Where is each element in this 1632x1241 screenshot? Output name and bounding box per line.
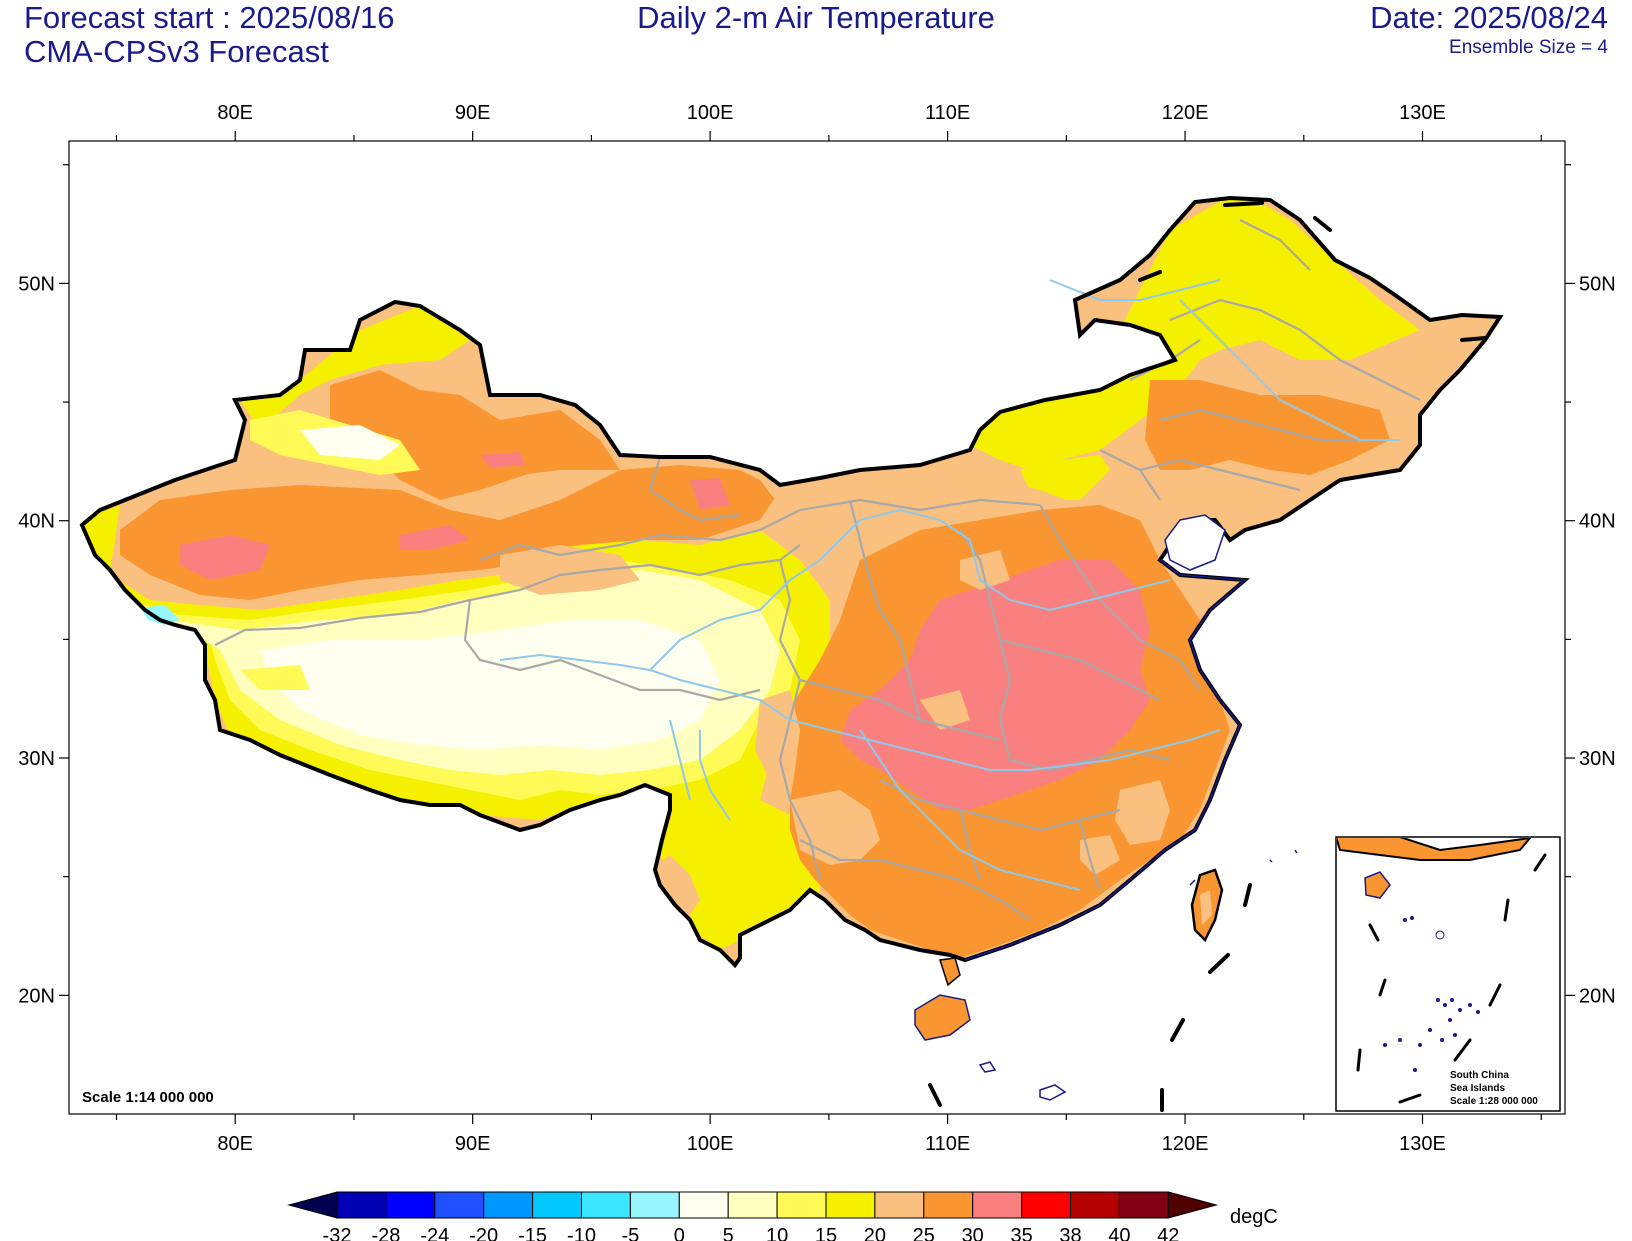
dashed-boundaries xyxy=(928,201,1487,1112)
colorbar-label: -24 xyxy=(420,1225,449,1241)
province-boundaries xyxy=(214,219,1421,921)
small-islands xyxy=(978,849,1298,1101)
lat-label-left: 40N xyxy=(18,511,55,533)
valid-date-label: Date: 2025/08/24 xyxy=(1370,0,1608,35)
lat-label-right: 50N xyxy=(1579,273,1616,295)
hainan xyxy=(914,994,971,1041)
lon-label-bottom: 100E xyxy=(687,1133,734,1155)
colorbar-label: 20 xyxy=(864,1225,886,1241)
lat-label-left: 30N xyxy=(18,748,55,770)
lat-label-right: 30N xyxy=(1579,748,1616,770)
colorbar-box xyxy=(678,1191,729,1219)
ensemble-size-label: Ensemble Size = 4 xyxy=(1449,37,1608,58)
lon-label-bottom: 120E xyxy=(1162,1133,1209,1155)
colorbar-box xyxy=(483,1191,534,1219)
colorbar-label: 10 xyxy=(766,1225,788,1241)
lon-label-top: 80E xyxy=(217,102,253,124)
lat-label-left: 20N xyxy=(18,985,55,1007)
rivers xyxy=(499,279,1400,891)
chart-title: Daily 2-m Air Temperature xyxy=(637,0,995,35)
colorbar-box xyxy=(385,1191,436,1219)
colorbar-label: -32 xyxy=(323,1225,352,1241)
inset-label-1: South China xyxy=(1450,1070,1509,1081)
colorbar-label: -5 xyxy=(622,1225,640,1241)
model-label: CMA-CPSv3 Forecast xyxy=(24,34,329,69)
colorbar-label: 30 xyxy=(962,1225,984,1241)
colorbar-label: 0 xyxy=(674,1225,685,1241)
lon-label-top: 110E xyxy=(925,102,970,124)
colorbar-box xyxy=(972,1191,1023,1219)
cold-spot xyxy=(140,605,180,625)
inset-scale-label: Scale 1:28 000 000 xyxy=(1450,1096,1538,1107)
colorbar-label: -10 xyxy=(567,1225,596,1241)
colorbar-label: 25 xyxy=(913,1225,935,1241)
colorbar-box xyxy=(1118,1191,1169,1219)
colorbar-box xyxy=(532,1191,582,1219)
colorbar-label: -15 xyxy=(518,1225,547,1241)
colorbar-box xyxy=(581,1191,631,1219)
colorbar-over-triangle xyxy=(1167,1191,1219,1219)
forecast-start-label: Forecast start : 2025/08/16 xyxy=(24,0,395,35)
lon-label-bottom: 90E xyxy=(455,1133,491,1155)
map-axes: 80E 80E 90E 90E 100E 100E 110E 110E 120E 120E 130E… xyxy=(18,102,1615,1155)
lat-label-right: 20N xyxy=(1579,985,1616,1007)
colorbar-box xyxy=(776,1191,827,1219)
map-scale-label: Scale 1:14 000 000 xyxy=(82,1089,214,1106)
colorbar: -32 -28 -24 -20 -15 -10 -5 0 5 10 15 20 25 30 35 38 40 42 xyxy=(287,1191,1219,1241)
lon-label-top: 90E xyxy=(455,102,491,124)
colorbar-label: 38 xyxy=(1059,1225,1081,1241)
colorbar-label: 42 xyxy=(1157,1225,1179,1241)
south-china-sea-inset: South China Sea Islands Scale 1:28 000 0… xyxy=(1335,836,1561,1112)
lon-label-bottom: 80E xyxy=(217,1133,253,1155)
lat-label-left: 50N xyxy=(18,273,55,295)
colorbar-label: 35 xyxy=(1010,1225,1032,1241)
lon-label-top: 130E xyxy=(1399,102,1446,124)
colorbar-label: 40 xyxy=(1108,1225,1130,1241)
colorbar-label: 15 xyxy=(815,1225,837,1241)
colorbar-box xyxy=(434,1191,485,1219)
colorbar-unit: degC xyxy=(1230,1206,1278,1228)
colorbar-box xyxy=(1021,1191,1071,1219)
inset-label-2: Sea Islands xyxy=(1450,1083,1505,1094)
colorbar-box xyxy=(874,1191,925,1219)
colorbar-label: 5 xyxy=(723,1225,734,1241)
lon-label-top: 100E xyxy=(687,102,734,124)
lat-label-right: 40N xyxy=(1579,511,1616,533)
colorbar-label: -28 xyxy=(371,1225,400,1241)
lon-label-bottom: 130E xyxy=(1399,1133,1446,1155)
colorbar-label: -20 xyxy=(469,1225,498,1241)
colorbar-under-triangle xyxy=(287,1191,338,1219)
colorbar-box xyxy=(825,1191,876,1219)
bohai-sea xyxy=(1164,514,1226,571)
lon-label-bottom: 110E xyxy=(925,1133,970,1155)
colorbar-box xyxy=(629,1191,680,1219)
lon-label-top: 120E xyxy=(1162,102,1209,124)
colorbar-box xyxy=(336,1191,387,1219)
colorbar-box xyxy=(923,1191,974,1219)
colorbar-box xyxy=(727,1191,778,1219)
colorbar-box xyxy=(1070,1191,1120,1219)
